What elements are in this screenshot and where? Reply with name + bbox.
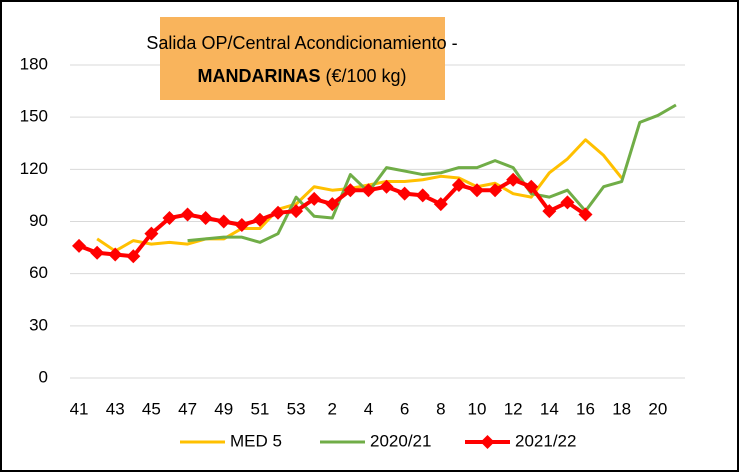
- x-tick-label: 45: [142, 399, 161, 418]
- y-tick-label: 150: [20, 107, 48, 126]
- y-tick-label: 90: [29, 211, 48, 230]
- point-marker: [252, 212, 267, 227]
- point-marker: [451, 177, 466, 192]
- chart-title: Salida OP/Central Acondicionamiento -: [146, 33, 457, 53]
- point-marker: [108, 247, 123, 262]
- x-tick-label: 49: [214, 399, 233, 418]
- x-tick-label: 4: [364, 399, 373, 418]
- point-marker: [343, 183, 358, 198]
- point-marker: [560, 195, 575, 210]
- point-marker: [397, 186, 412, 201]
- point-marker: [433, 197, 448, 212]
- x-tick-label: 51: [250, 399, 269, 418]
- point-marker: [144, 226, 159, 241]
- x-tick-label: 41: [70, 399, 89, 418]
- series-line: [187, 103, 677, 244]
- x-tick-label: 43: [106, 399, 125, 418]
- x-tick-label: 12: [504, 399, 523, 418]
- x-tick-label: 14: [540, 399, 559, 418]
- chart-title-unit: (€/100 kg): [325, 66, 406, 86]
- point-marker: [542, 204, 557, 219]
- x-tick-label: 53: [287, 399, 306, 418]
- point-marker: [162, 211, 177, 226]
- x-tick-label: 16: [576, 399, 595, 418]
- point-marker: [307, 191, 322, 206]
- point-marker: [234, 217, 249, 232]
- x-tick-label: 10: [468, 399, 487, 418]
- point-marker: [415, 188, 430, 203]
- point-marker: [126, 249, 141, 264]
- y-tick-label: 60: [29, 263, 48, 282]
- point-marker: [198, 211, 213, 226]
- legend-marker: [480, 435, 495, 449]
- title-box: [160, 17, 445, 100]
- y-tick-label: 30: [29, 315, 48, 334]
- grid: [70, 64, 685, 379]
- point-marker: [379, 179, 394, 194]
- point-marker: [578, 207, 593, 222]
- y-tick-label: 120: [20, 159, 48, 178]
- point-marker: [524, 179, 539, 194]
- chart-title: MANDARINAS (€/100 kg): [197, 66, 406, 86]
- legend-label: 2021/22: [515, 431, 576, 450]
- x-tick-label: 20: [648, 399, 667, 418]
- chart-title-bold: MANDARINAS: [197, 66, 320, 86]
- point-marker: [469, 183, 484, 198]
- point-marker: [488, 183, 503, 198]
- legend-label: 2020/21: [370, 431, 431, 450]
- y-tick-label: 180: [20, 54, 48, 73]
- point-marker: [216, 214, 231, 229]
- point-marker: [289, 204, 304, 219]
- x-tick-label: 6: [400, 399, 409, 418]
- x-tick-label: 18: [612, 399, 631, 418]
- y-tick-label: 0: [39, 367, 48, 386]
- lines: [72, 103, 677, 264]
- x-tick-label: 8: [436, 399, 445, 418]
- x-tick-label: 47: [178, 399, 197, 418]
- point-marker: [90, 245, 105, 260]
- x-tick-label: 2: [328, 399, 337, 418]
- point-marker: [271, 205, 286, 220]
- point-marker: [506, 172, 521, 187]
- point-marker: [325, 197, 340, 212]
- point-marker: [72, 238, 87, 253]
- point-marker: [180, 207, 195, 222]
- point-marker: [361, 183, 376, 198]
- legend-label: MED 5: [230, 431, 282, 450]
